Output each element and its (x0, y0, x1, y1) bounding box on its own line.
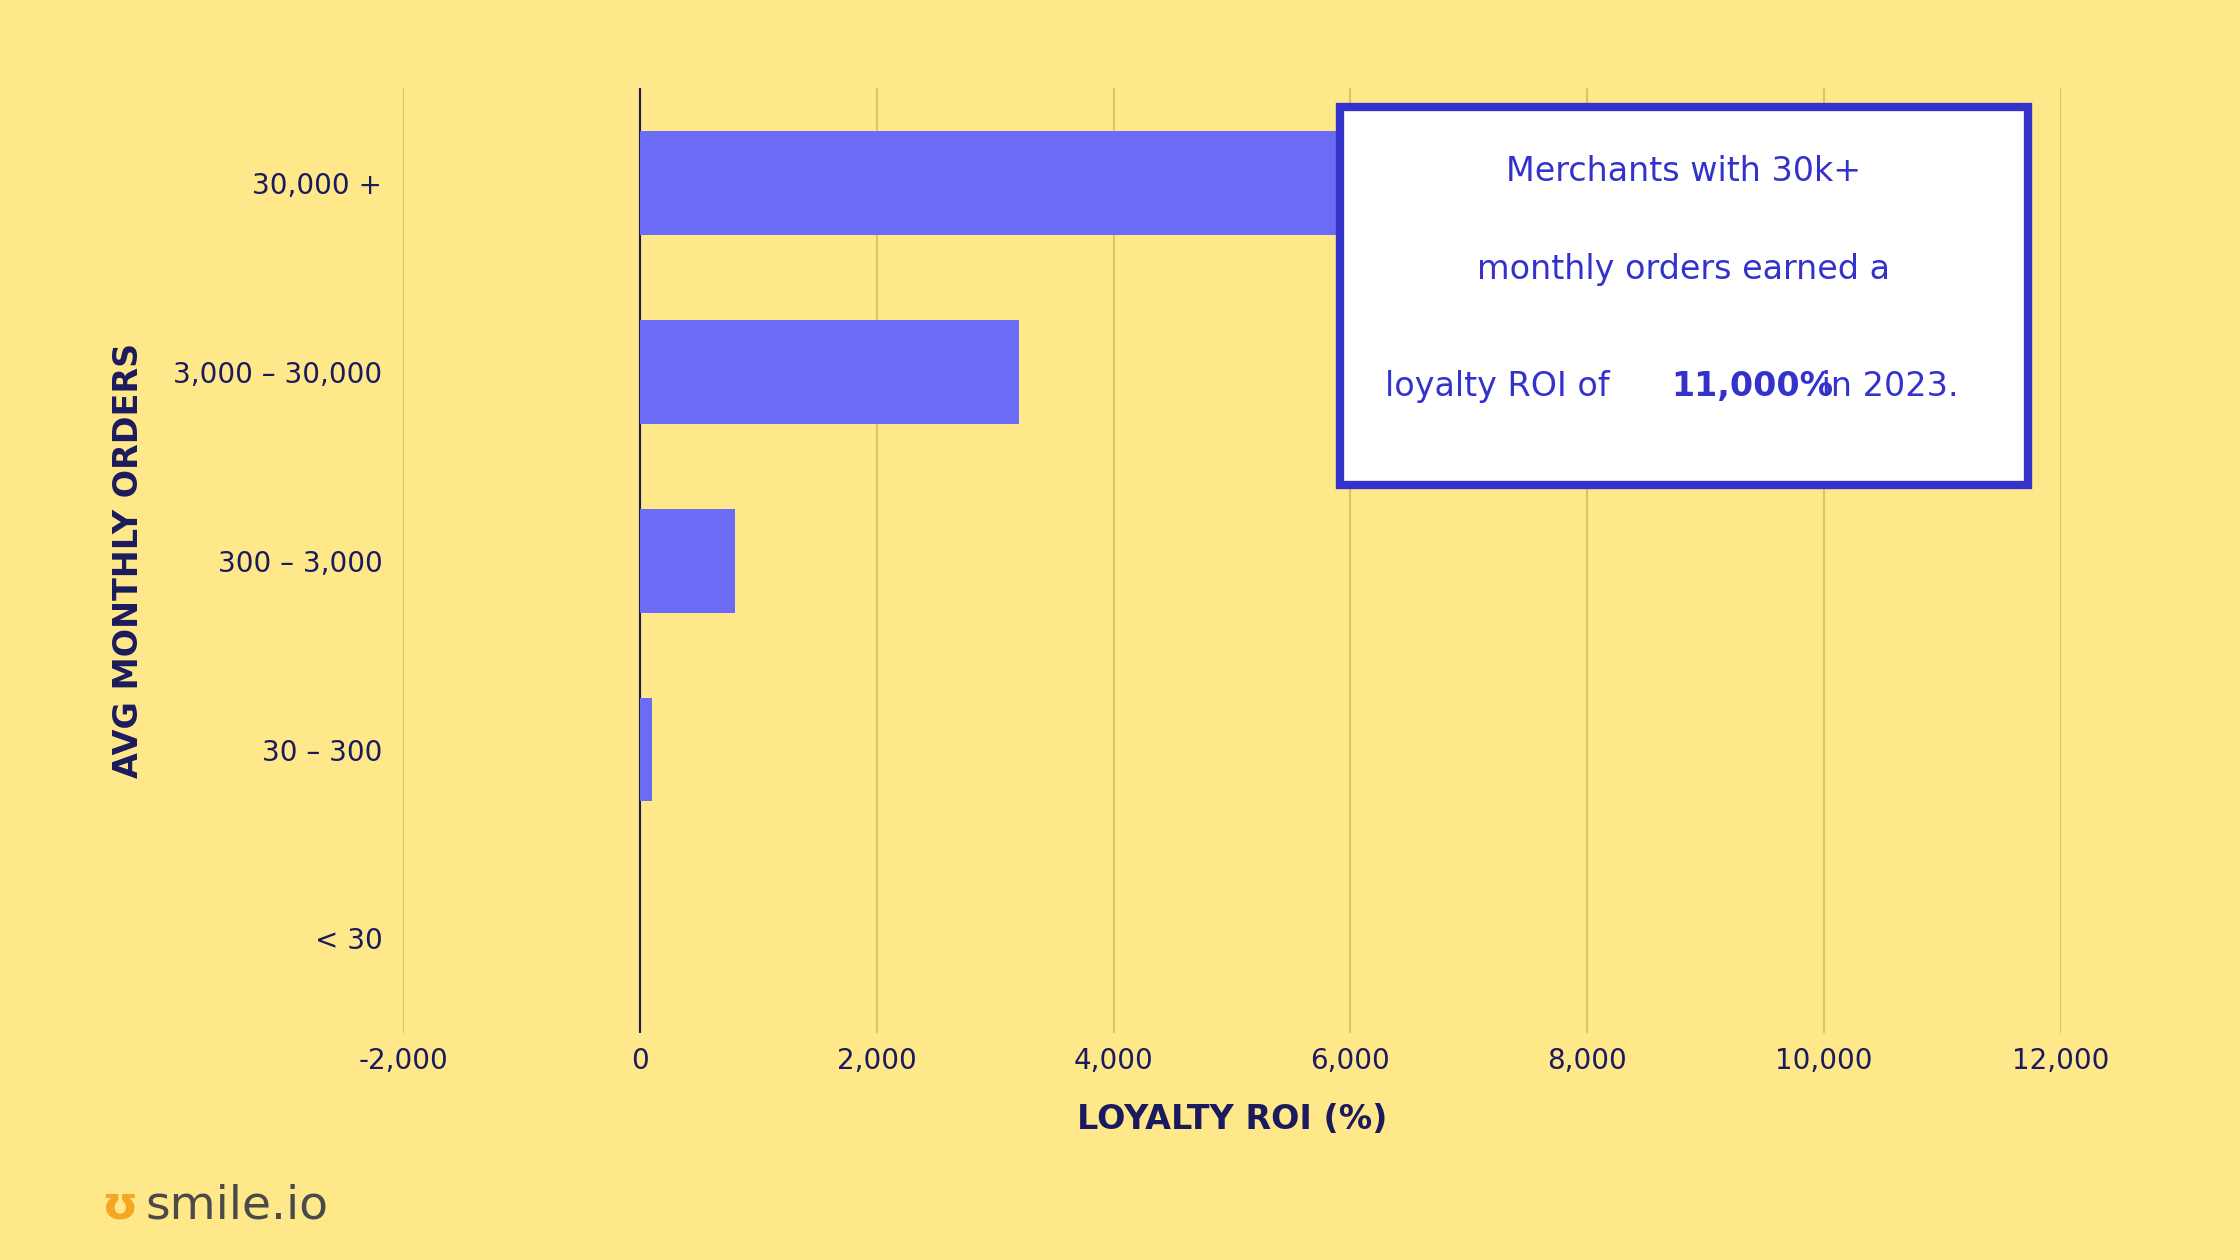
Y-axis label: AVG MONTHLY ORDERS: AVG MONTHLY ORDERS (112, 343, 146, 779)
Text: ʊ: ʊ (101, 1183, 137, 1228)
Text: 11,000%: 11,000% (1671, 370, 1832, 403)
Bar (641, 320, 1019, 423)
X-axis label: LOYALTY ROI (%): LOYALTY ROI (%) (1077, 1102, 1387, 1135)
Bar (641, 698, 652, 801)
Text: monthly orders earned a: monthly orders earned a (1476, 253, 1891, 286)
Text: Merchants with 30k+: Merchants with 30k+ (1505, 155, 1861, 188)
Bar (641, 131, 1942, 236)
Text: smile.io: smile.io (146, 1183, 329, 1228)
Text: in 2023.: in 2023. (1810, 370, 1958, 403)
FancyBboxPatch shape (1340, 107, 2027, 485)
Bar (641, 509, 735, 612)
Text: loyalty ROI of: loyalty ROI of (1384, 370, 1620, 403)
